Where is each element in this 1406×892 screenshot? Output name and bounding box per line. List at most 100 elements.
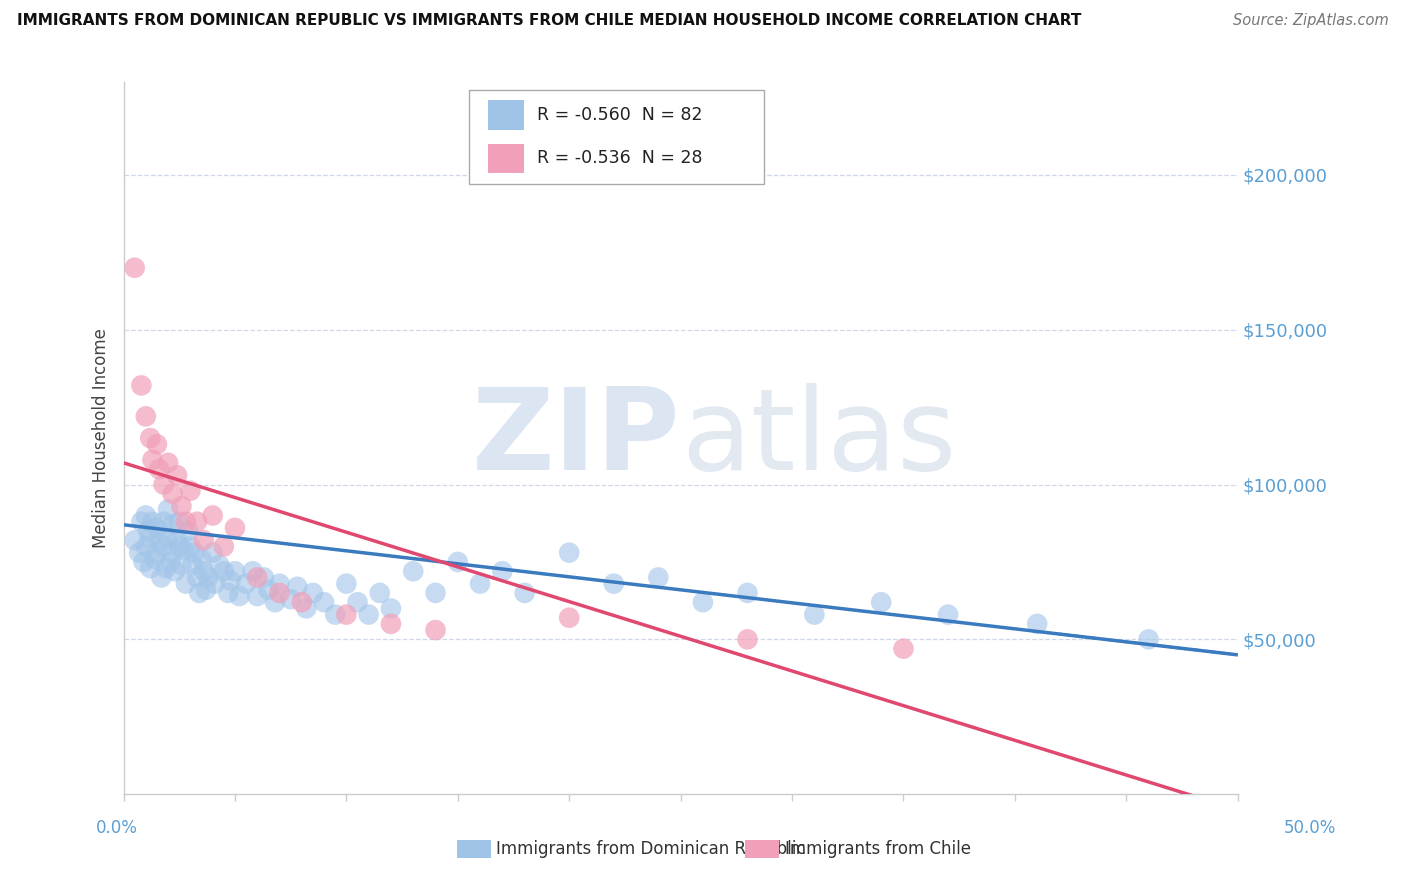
Text: Immigrants from Chile: Immigrants from Chile: [785, 840, 970, 858]
Point: [152, 477, 174, 491]
Point: [380, 601, 402, 615]
Point: [246, 589, 269, 603]
Point: [174, 576, 197, 591]
Point: [139, 530, 162, 544]
Text: Source: ZipAtlas.com: Source: ZipAtlas.com: [1233, 13, 1389, 29]
Point: [253, 570, 276, 584]
Y-axis label: Median Household Income: Median Household Income: [93, 328, 110, 548]
Point: [174, 515, 197, 529]
Point: [224, 521, 246, 535]
Point: [558, 610, 581, 624]
FancyBboxPatch shape: [470, 90, 765, 184]
Point: [162, 487, 184, 501]
Point: [257, 582, 280, 597]
Point: [166, 468, 188, 483]
Point: [558, 546, 581, 560]
Point: [201, 508, 224, 523]
Point: [146, 546, 169, 560]
Point: [335, 576, 357, 591]
Text: 0.0%: 0.0%: [96, 819, 138, 837]
Point: [217, 586, 239, 600]
Point: [193, 533, 215, 548]
Point: [131, 378, 153, 392]
Point: [124, 533, 146, 548]
Point: [132, 555, 155, 569]
Bar: [488, 100, 523, 130]
Point: [146, 521, 169, 535]
Point: [186, 515, 208, 529]
Point: [170, 558, 193, 572]
Point: [468, 576, 491, 591]
Point: [224, 564, 246, 578]
Text: 50.0%: 50.0%: [1284, 819, 1336, 837]
Point: [128, 546, 150, 560]
Point: [163, 564, 186, 578]
Point: [314, 595, 336, 609]
Text: Immigrants from Dominican Republic: Immigrants from Dominican Republic: [496, 840, 806, 858]
Point: [870, 595, 893, 609]
Point: [135, 508, 157, 523]
Point: [159, 555, 181, 569]
Point: [235, 576, 257, 591]
Point: [692, 595, 714, 609]
Point: [135, 540, 157, 554]
Point: [179, 540, 201, 554]
Point: [162, 517, 184, 532]
Point: [513, 586, 536, 600]
Point: [173, 542, 195, 557]
Point: [737, 586, 759, 600]
Point: [131, 515, 153, 529]
Point: [212, 540, 235, 554]
Point: [893, 641, 915, 656]
Point: [603, 576, 626, 591]
Point: [197, 570, 219, 584]
Point: [186, 570, 208, 584]
Point: [425, 586, 447, 600]
Point: [264, 595, 287, 609]
Point: [208, 558, 231, 572]
Point: [447, 555, 470, 569]
Point: [803, 607, 825, 622]
Point: [204, 576, 226, 591]
Point: [242, 564, 264, 578]
Text: atlas: atlas: [681, 383, 956, 493]
Point: [193, 564, 215, 578]
Point: [167, 540, 190, 554]
Point: [357, 607, 380, 622]
Point: [190, 552, 212, 566]
Text: R = -0.560  N = 82: R = -0.560 N = 82: [537, 106, 703, 124]
Point: [402, 564, 425, 578]
Point: [936, 607, 959, 622]
Point: [162, 546, 184, 560]
Point: [136, 524, 159, 538]
Point: [181, 558, 204, 572]
Point: [167, 515, 190, 529]
Point: [141, 515, 163, 529]
Point: [177, 524, 200, 538]
Point: [335, 607, 357, 622]
Point: [139, 561, 162, 575]
Point: [295, 601, 318, 615]
Point: [135, 409, 157, 424]
Point: [148, 462, 170, 476]
Text: IMMIGRANTS FROM DOMINICAN REPUBLIC VS IMMIGRANTS FROM CHILE MEDIAN HOUSEHOLD INC: IMMIGRANTS FROM DOMINICAN REPUBLIC VS IM…: [17, 13, 1081, 29]
Point: [166, 533, 188, 548]
Point: [380, 616, 402, 631]
Point: [143, 552, 166, 566]
Point: [155, 561, 177, 575]
Point: [228, 589, 250, 603]
Point: [246, 570, 269, 584]
Point: [219, 574, 242, 588]
Point: [152, 540, 174, 554]
Point: [152, 515, 174, 529]
Point: [323, 607, 346, 622]
Point: [368, 586, 391, 600]
Point: [124, 260, 146, 275]
Point: [141, 452, 163, 467]
Point: [212, 564, 235, 578]
Point: [146, 437, 169, 451]
Point: [269, 576, 291, 591]
Point: [1026, 616, 1049, 631]
Bar: [488, 144, 523, 173]
Point: [491, 564, 513, 578]
